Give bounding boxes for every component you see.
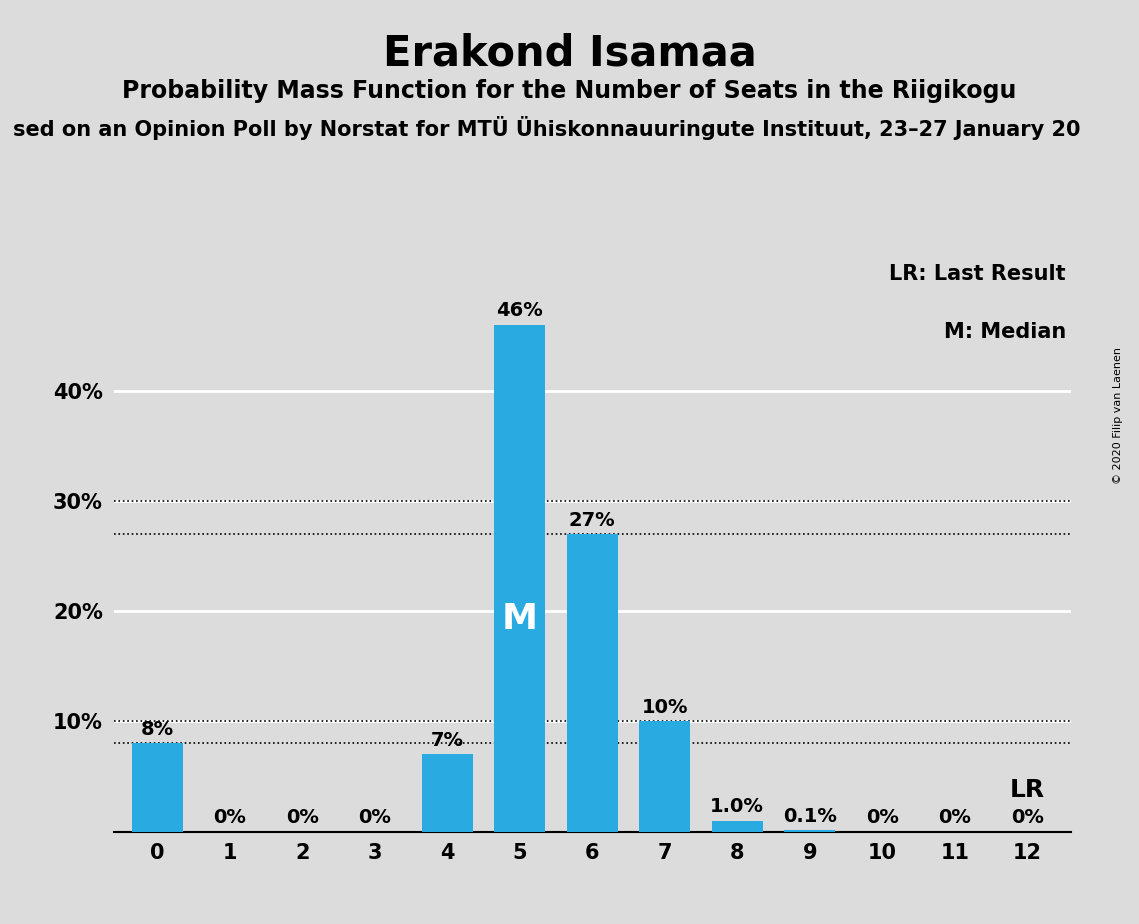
Text: sed on an Opinion Poll by Norstat for MTÜ Ühiskonnauuringute Instituut, 23–27 Ja: sed on an Opinion Poll by Norstat for MT… <box>13 116 1081 140</box>
Text: 46%: 46% <box>497 301 543 321</box>
Bar <box>567 534 617 832</box>
Bar <box>494 325 546 832</box>
Text: 1.0%: 1.0% <box>711 797 764 816</box>
Text: 8%: 8% <box>141 720 174 739</box>
Text: M: Median: M: Median <box>943 322 1066 342</box>
Text: M: M <box>502 602 538 636</box>
Bar <box>712 821 763 832</box>
Text: 0%: 0% <box>1010 808 1043 827</box>
Bar <box>785 831 835 832</box>
Text: © 2020 Filip van Laenen: © 2020 Filip van Laenen <box>1114 347 1123 484</box>
Text: 0%: 0% <box>866 808 899 827</box>
Bar <box>421 755 473 832</box>
Text: 0%: 0% <box>939 808 972 827</box>
Text: LR: LR <box>1009 778 1044 802</box>
Text: 0%: 0% <box>213 808 246 827</box>
Text: Probability Mass Function for the Number of Seats in the Riigikogu: Probability Mass Function for the Number… <box>122 79 1017 103</box>
Text: 0.1%: 0.1% <box>782 807 837 826</box>
Bar <box>639 722 690 832</box>
Text: 0%: 0% <box>286 808 319 827</box>
Text: 7%: 7% <box>431 731 464 750</box>
Text: 10%: 10% <box>641 698 688 717</box>
Text: LR: Last Result: LR: Last Result <box>890 264 1066 285</box>
Text: Erakond Isamaa: Erakond Isamaa <box>383 32 756 74</box>
Bar <box>132 744 182 832</box>
Text: 27%: 27% <box>570 511 615 529</box>
Text: 0%: 0% <box>359 808 392 827</box>
